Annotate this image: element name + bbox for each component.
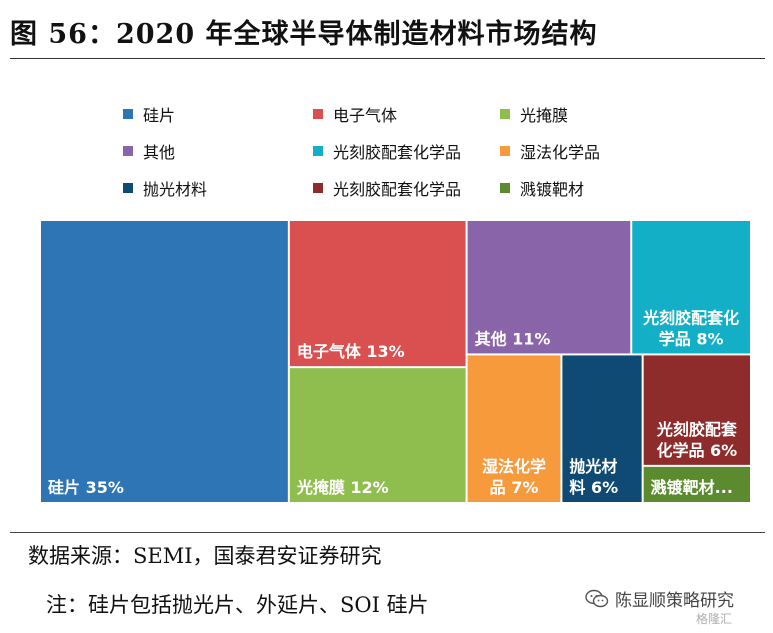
legend-swatch — [313, 183, 323, 193]
tile-label: 湿法化学 — [481, 457, 546, 476]
treemap-chart: 硅片 35% 电子气体 13% 光掩膜 12% 其他 11% 光刻胶配套化学品 8% 湿法… — [41, 221, 750, 502]
tile-label: 光刻胶配套化 — [642, 308, 739, 327]
legend-item: 电子气体 — [313, 102, 397, 126]
legend-item: 光刻胶配套化学品 — [313, 139, 461, 163]
tile-label: 抛光材 — [569, 457, 617, 476]
legend-item: 其他 — [123, 139, 175, 163]
tile-label: 溅镀靶材... — [651, 478, 733, 497]
treemap-tile — [632, 221, 750, 354]
tile-label: 其他 11% — [475, 329, 551, 348]
legend-item: 硅片 — [123, 102, 175, 126]
legend-label: 光刻胶配套化学品 — [333, 143, 462, 162]
treemap-tile — [643, 355, 750, 465]
figure-title: 图 56：2020 年全球半导体制造材料市场结构 — [10, 19, 598, 50]
legend-item: 溅镀靶材 — [500, 176, 584, 200]
tile-label: 品 7% — [490, 478, 539, 497]
legend-item: 光掩膜 — [500, 102, 568, 126]
gelonghui-watermark: 格隆汇 — [696, 612, 733, 626]
legend-swatch — [500, 146, 510, 156]
treemap-tile — [41, 221, 288, 502]
legend-label: 抛光材料 — [143, 180, 208, 199]
legend-swatch — [123, 146, 133, 156]
treemap-tile — [467, 221, 631, 354]
legend-item: 湿法化学品 — [500, 139, 600, 163]
legend-item: 抛光材料 — [123, 176, 207, 200]
tile-label: 学品 8% — [659, 329, 724, 348]
watermark: 陈显顺策略研究 — [585, 586, 734, 611]
legend-label: 硅片 — [143, 106, 176, 125]
legend-swatch — [123, 183, 133, 193]
legend-swatch — [500, 183, 510, 193]
treemap-tile — [289, 368, 466, 502]
wechat-icon — [585, 589, 609, 607]
tile-label: 料 6% — [569, 478, 618, 497]
legend-label: 湿法化学品 — [520, 143, 601, 162]
title-rule — [10, 58, 765, 59]
tile-label: 电子气体 13% — [297, 342, 405, 361]
treemap-tile — [289, 221, 466, 367]
tile-label: 硅片 35% — [48, 478, 124, 497]
legend-swatch — [313, 109, 323, 119]
legend-swatch — [313, 146, 323, 156]
tile-label: 光掩膜 12% — [296, 478, 389, 497]
treemap-tile — [562, 355, 642, 502]
treemap-tile — [643, 466, 750, 502]
treemap-tile — [467, 355, 561, 502]
legend-label: 其他 — [143, 143, 176, 162]
footer-rule — [10, 532, 765, 533]
legend-item: 光刻胶配套化学品 — [313, 176, 461, 200]
legend-swatch — [500, 109, 510, 119]
legend-label: 溅镀靶材 — [520, 180, 585, 199]
source-note: 数据来源：SEMI，国泰君安证券研究 — [28, 544, 382, 568]
legend-label: 电子气体 — [333, 106, 398, 125]
tile-label: 化学品 6% — [656, 441, 737, 460]
legend-swatch — [123, 109, 133, 119]
watermark-text: 陈显顺策略研究 — [615, 591, 734, 611]
tile-label: 光刻胶配套 — [656, 420, 738, 439]
legend-label: 光刻胶配套化学品 — [333, 180, 462, 199]
footnote: 注：硅片包括抛光片、外延片、SOI 硅片 — [46, 593, 429, 617]
legend-label: 光掩膜 — [520, 106, 569, 125]
